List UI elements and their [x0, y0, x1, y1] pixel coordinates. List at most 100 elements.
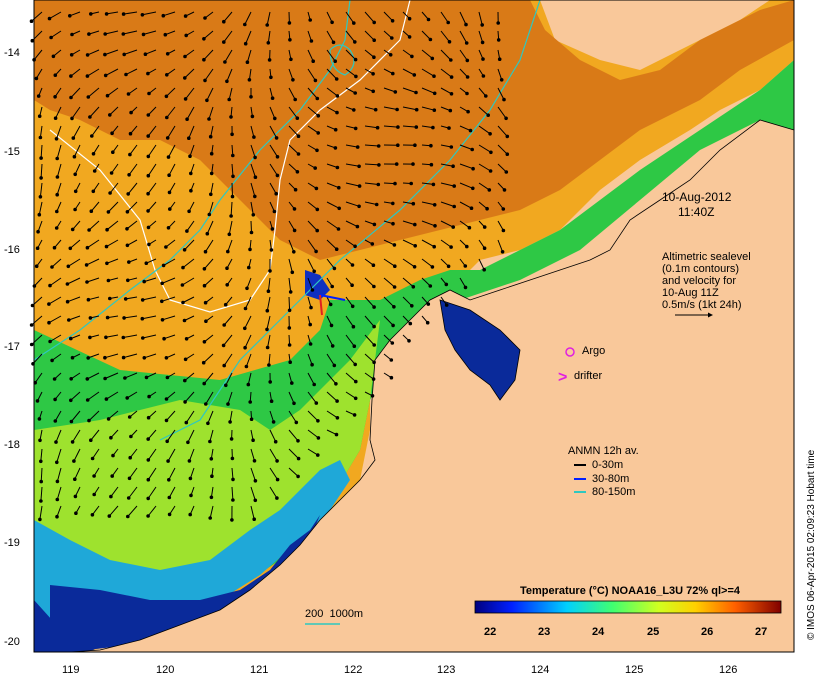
velocity-vector-head [147, 394, 151, 399]
velocity-vector [459, 277, 466, 288]
velocity-vector-head [333, 59, 338, 64]
velocity-vector-head [104, 12, 109, 16]
velocity-vector [87, 49, 100, 56]
velocity-vector [161, 296, 176, 302]
velocity-vector-head [390, 341, 395, 345]
velocity-vector [230, 201, 233, 217]
velocity-vector [92, 448, 100, 459]
velocity-vector-head [396, 143, 400, 147]
velocity-vector [421, 277, 431, 287]
velocity-vector [345, 353, 356, 365]
velocity-vector-head [376, 182, 381, 187]
velocity-vector [124, 315, 138, 319]
velocity-vector-head [375, 125, 380, 130]
velocity-vector-head [353, 40, 357, 44]
altimetry-note-4: 0.5m/s (1kt 24h) [662, 299, 742, 311]
velocity-vector-head [332, 363, 337, 368]
velocity-vector [326, 239, 338, 250]
velocity-vector-head [89, 438, 93, 443]
velocity-vector-head [430, 56, 435, 61]
velocity-vector-head [55, 175, 60, 179]
velocity-vector-head [313, 166, 318, 170]
velocity-vector-head [334, 247, 339, 251]
velocity-vector-head [222, 323, 226, 327]
velocity-vector [166, 391, 176, 400]
velocity-vector-head [267, 58, 272, 62]
velocity-vector-head [55, 479, 60, 484]
velocity-vector-head [393, 264, 397, 269]
velocity-vector-head [452, 204, 457, 209]
velocity-vector-head [372, 305, 376, 309]
velocity-vector [188, 448, 195, 462]
velocity-vector-head [166, 459, 170, 463]
velocity-vector [92, 505, 100, 516]
velocity-vector-head [225, 283, 229, 287]
velocity-vector [421, 220, 436, 227]
velocity-vector-head [245, 286, 249, 291]
velocity-vector-head [108, 296, 112, 301]
velocity-vector-head [275, 459, 279, 463]
lat-tick: -17 [4, 341, 20, 353]
velocity-vector [68, 315, 81, 321]
velocity-vector-head [69, 336, 73, 341]
velocity-vector-head [393, 181, 397, 186]
velocity-vector [225, 372, 233, 386]
velocity-vector [459, 49, 468, 61]
velocity-vector-head [49, 35, 53, 40]
velocity-vector-head [35, 246, 40, 250]
velocity-vector-head [249, 417, 254, 422]
velocity-vector [269, 410, 275, 423]
velocity-vector [68, 258, 81, 267]
velocity-vector-head [73, 477, 77, 482]
anmn-mooring-arrows [319, 294, 346, 316]
velocity-vector-head [451, 225, 456, 229]
velocity-vector-head [65, 282, 70, 286]
velocity-vector-head [275, 496, 279, 500]
velocity-vector [86, 258, 100, 266]
velocity-vector-head [329, 323, 334, 328]
velocity-vector-head [289, 57, 293, 62]
argo-marker [565, 347, 575, 357]
lat-tick: -19 [4, 537, 20, 549]
velocity-vector [208, 201, 214, 215]
velocity-vector [383, 11, 393, 22]
velocity-vector-head [446, 264, 451, 269]
velocity-vector [288, 68, 294, 80]
velocity-vector [307, 201, 318, 210]
velocity-vector [326, 353, 335, 366]
velocity-vector [108, 201, 119, 213]
velocity-vector [307, 49, 314, 62]
velocity-vector [167, 448, 176, 462]
velocity-vector-head [328, 302, 333, 307]
velocity-vector [129, 467, 138, 479]
velocity-vector-head [432, 74, 436, 78]
velocity-vector [106, 239, 119, 248]
velocity-vector-head [143, 52, 148, 57]
velocity-vector [203, 372, 214, 384]
velocity-vector-head [270, 227, 275, 231]
velocity-vector [459, 182, 473, 189]
velocity-vector-head [141, 336, 145, 340]
velocity-vector-head [391, 201, 395, 206]
velocity-vector [49, 277, 62, 287]
velocity-vector-head [433, 224, 437, 228]
velocity-vector-head [205, 98, 209, 103]
velocity-vector-head [183, 54, 187, 59]
velocity-vector [497, 68, 503, 80]
velocity-vector [402, 106, 417, 111]
velocity-vector [269, 106, 276, 119]
velocity-vector [307, 391, 317, 404]
velocity-vector-head [353, 91, 358, 95]
velocity-vector-head [167, 495, 172, 500]
velocity-vector-head [372, 284, 376, 289]
velocity-vector-head [465, 75, 470, 79]
velocity-vector-head [412, 73, 417, 77]
velocity-vector-head [103, 355, 107, 360]
velocity-vector [186, 106, 195, 120]
velocity-vector-head [353, 362, 358, 367]
velocity-vector-head [166, 155, 171, 159]
velocity-vector-head [129, 434, 133, 439]
velocity-vector-head [315, 228, 320, 233]
velocity-vector [142, 11, 157, 16]
velocity-vector [288, 258, 293, 273]
